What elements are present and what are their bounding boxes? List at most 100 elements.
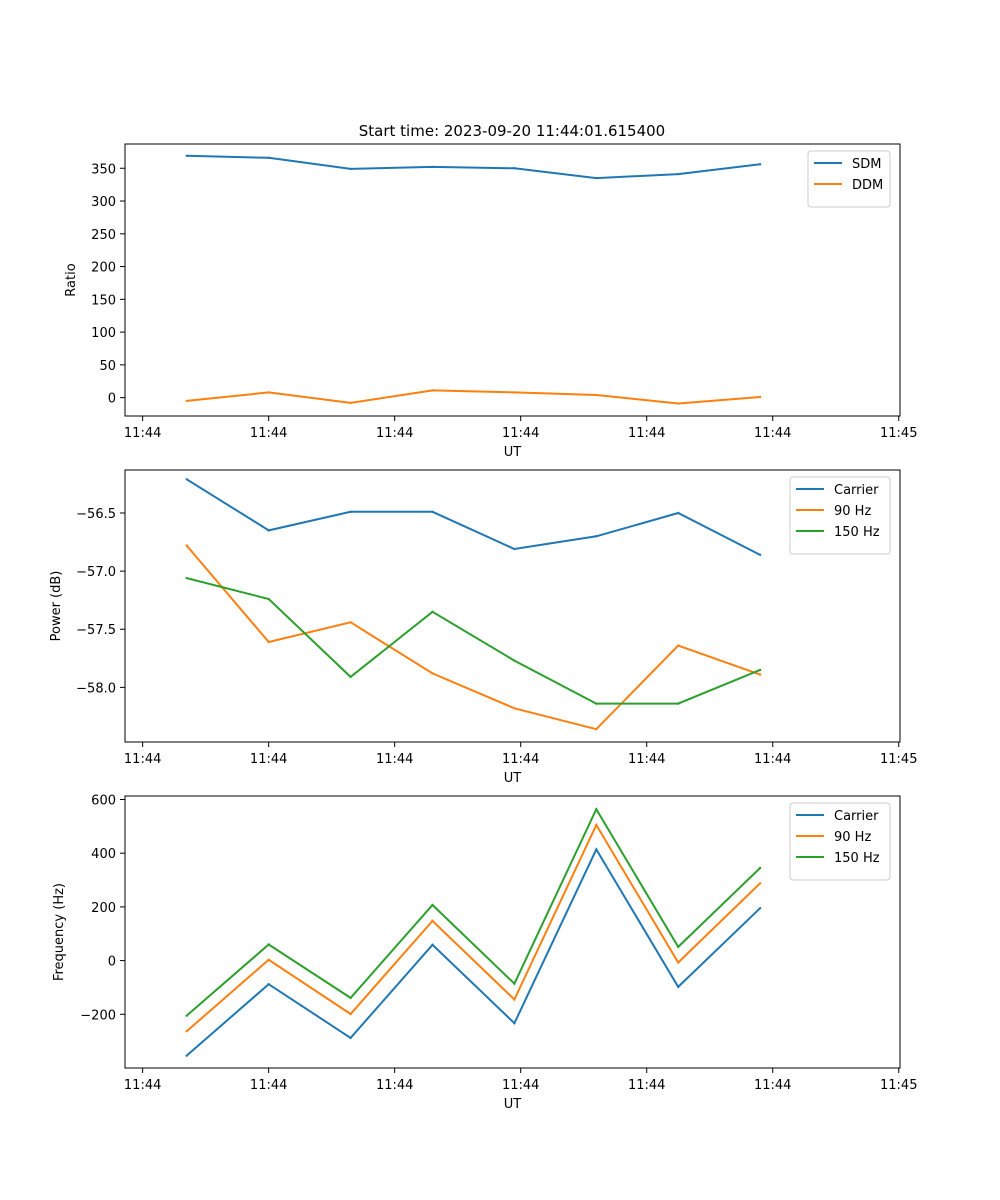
- data-point: [595, 176, 598, 180]
- series-line-150-hz: [186, 807, 761, 1017]
- y-tick-label: 300: [91, 195, 116, 210]
- data-point: [595, 823, 598, 827]
- data-point: [758, 553, 762, 557]
- x-tick-label: 11:44: [628, 752, 665, 767]
- data-point: [513, 707, 516, 710]
- data-point: [595, 728, 598, 731]
- axes-frame: [124, 469, 901, 743]
- data-point: [677, 702, 680, 705]
- x-tick-label: 11:44: [124, 1078, 161, 1093]
- data-point: [513, 659, 516, 662]
- legend-box: [789, 802, 891, 881]
- y-tick-label: 400: [91, 847, 116, 862]
- data-point: [513, 1021, 516, 1025]
- legend-label: SDM: [852, 157, 881, 172]
- data-point: [758, 395, 762, 399]
- data-point: [513, 547, 516, 551]
- data-point: [513, 391, 516, 394]
- series-line-150-hz: [186, 577, 761, 705]
- data-point: [431, 919, 434, 923]
- data-point: [185, 1014, 188, 1017]
- data-point: [431, 672, 434, 675]
- y-tick-label: 0: [108, 955, 116, 970]
- data-point: [595, 848, 598, 851]
- x-tick-label: 11:44: [250, 752, 287, 767]
- legend-box: [807, 150, 891, 208]
- x-tick-label: 11:44: [502, 752, 539, 767]
- data-point: [267, 391, 270, 394]
- axes-frame: [124, 143, 901, 417]
- x-tick-label: 11:45: [880, 1078, 917, 1093]
- data-point: [677, 644, 680, 647]
- y-tick-label: 100: [91, 326, 116, 341]
- y-axis-label: Ratio: [64, 263, 79, 296]
- chart-panel-2: 11:44 11:44 11:44 11:44 11:44 11:44 11:45 −58.0…: [49, 469, 917, 786]
- legend-label: Carrier: [834, 483, 879, 498]
- data-point: [185, 576, 188, 580]
- data-point: [267, 156, 270, 159]
- data-point: [758, 673, 762, 676]
- data-point: [677, 511, 680, 515]
- data-point: [185, 154, 188, 157]
- x-tick-label: 11:44: [628, 426, 665, 441]
- legend-label: 150 Hz: [834, 525, 880, 540]
- data-point: [677, 402, 680, 405]
- x-axis-label: UT: [504, 1097, 522, 1112]
- x-tick-label: 11:44: [124, 426, 161, 441]
- y-axis-label: Power (dB): [49, 571, 64, 642]
- series-line-sdm: [186, 154, 761, 180]
- data-point: [677, 945, 680, 949]
- axes-frame: [124, 795, 901, 1069]
- data-point: [595, 807, 598, 811]
- y-tick-label: 200: [91, 901, 116, 916]
- legend-label: 150 Hz: [834, 851, 880, 866]
- panels: 11:44 11:44 11:44 11:44 11:44 11:44 11:45 0 50 10…: [49, 143, 917, 1112]
- data-point: [349, 401, 352, 405]
- data-point: [185, 544, 188, 547]
- data-point: [758, 163, 762, 166]
- y-tick-label: −56.5: [76, 507, 116, 522]
- x-tick-label: 11:44: [754, 1078, 791, 1093]
- x-tick-label: 11:44: [376, 1078, 413, 1093]
- series-line-90-hz: [185, 544, 761, 731]
- data-point: [513, 167, 516, 170]
- y-tick-label: 350: [91, 162, 116, 177]
- x-tick-label: 11:44: [628, 1078, 665, 1093]
- legend: SDM DDM: [807, 150, 891, 208]
- data-point: [758, 866, 762, 870]
- data-point: [431, 389, 434, 392]
- x-tick-label: 11:44: [376, 426, 413, 441]
- y-tick-label: −58.0: [76, 681, 116, 696]
- data-point: [349, 167, 352, 171]
- data-point: [349, 510, 352, 514]
- series-line-90-hz: [186, 822, 761, 1032]
- data-point: [595, 535, 598, 538]
- chart-panel-1: 11:44 11:44 11:44 11:44 11:44 11:44 11:45 0 50 10…: [64, 143, 917, 460]
- series-line-carrier: [186, 478, 761, 556]
- data-point: [677, 985, 680, 989]
- data-point: [758, 907, 762, 910]
- x-tick-label: 11:44: [376, 752, 413, 767]
- data-point: [677, 172, 680, 176]
- x-tick-label: 11:44: [250, 1078, 287, 1093]
- x-tick-label: 11:45: [880, 426, 917, 441]
- legend-label: DDM: [852, 178, 883, 193]
- data-point: [677, 961, 680, 964]
- x-tick-label: 11:44: [502, 1078, 539, 1093]
- data-point: [431, 165, 434, 169]
- legend-box: [789, 476, 891, 555]
- data-point: [758, 882, 762, 885]
- data-point: [267, 529, 270, 532]
- legend: Carrier 90 Hz 150 Hz: [789, 802, 891, 881]
- x-tick-label: 11:44: [250, 426, 287, 441]
- data-point: [185, 399, 188, 403]
- data-point: [185, 478, 188, 481]
- y-tick-label: 200: [91, 261, 116, 276]
- data-point: [349, 996, 352, 1000]
- y-tick-label: 600: [91, 793, 116, 808]
- chart-panel-3: 11:44 11:44 11:44 11:44 11:44 11:44 11:45 −200 0…: [52, 793, 917, 1112]
- data-point: [513, 998, 516, 1001]
- data-point: [267, 640, 270, 644]
- data-point: [758, 668, 762, 672]
